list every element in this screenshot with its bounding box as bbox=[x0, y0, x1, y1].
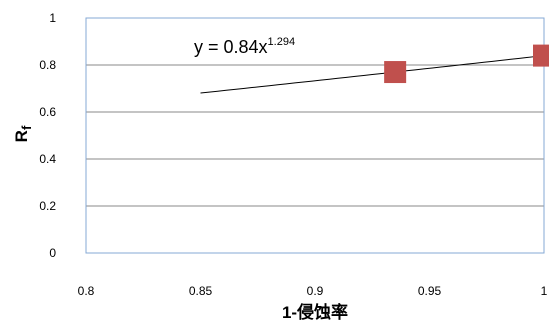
plot-area bbox=[85, 17, 545, 254]
y-axis-title: Rf bbox=[12, 125, 34, 142]
x-tick-label-4: 1 bbox=[541, 284, 548, 298]
x-tick-labels: 0.8 0.85 0.9 0.95 1 bbox=[78, 284, 548, 298]
y-tick-labels: 0 0.2 0.4 0.6 0.8 1 bbox=[39, 11, 56, 260]
y-tick-label-1: 0.2 bbox=[39, 199, 56, 213]
x-tick-label-2: 0.9 bbox=[307, 284, 324, 298]
gridlines bbox=[86, 17, 544, 254]
x-tick-label-0: 0.8 bbox=[78, 284, 95, 298]
data-points bbox=[384, 44, 549, 84]
y-tick-label-0: 0 bbox=[49, 246, 56, 260]
y-tick-label-3: 0.6 bbox=[39, 105, 56, 119]
y-tick-label-4: 0.8 bbox=[39, 58, 56, 72]
trendline-equation: y = 0.84x1.294 bbox=[194, 36, 295, 57]
x-axis-title: 1-侵蚀率 bbox=[282, 302, 348, 322]
x-tick-label-1: 0.85 bbox=[189, 284, 213, 298]
data-point-0 bbox=[384, 61, 407, 84]
x-tick-label-3: 0.95 bbox=[418, 284, 442, 298]
y-tick-label-5: 1 bbox=[49, 11, 56, 25]
y-tick-label-2: 0.4 bbox=[39, 152, 56, 166]
data-point-1 bbox=[533, 44, 549, 67]
trendline bbox=[200, 55, 545, 94]
